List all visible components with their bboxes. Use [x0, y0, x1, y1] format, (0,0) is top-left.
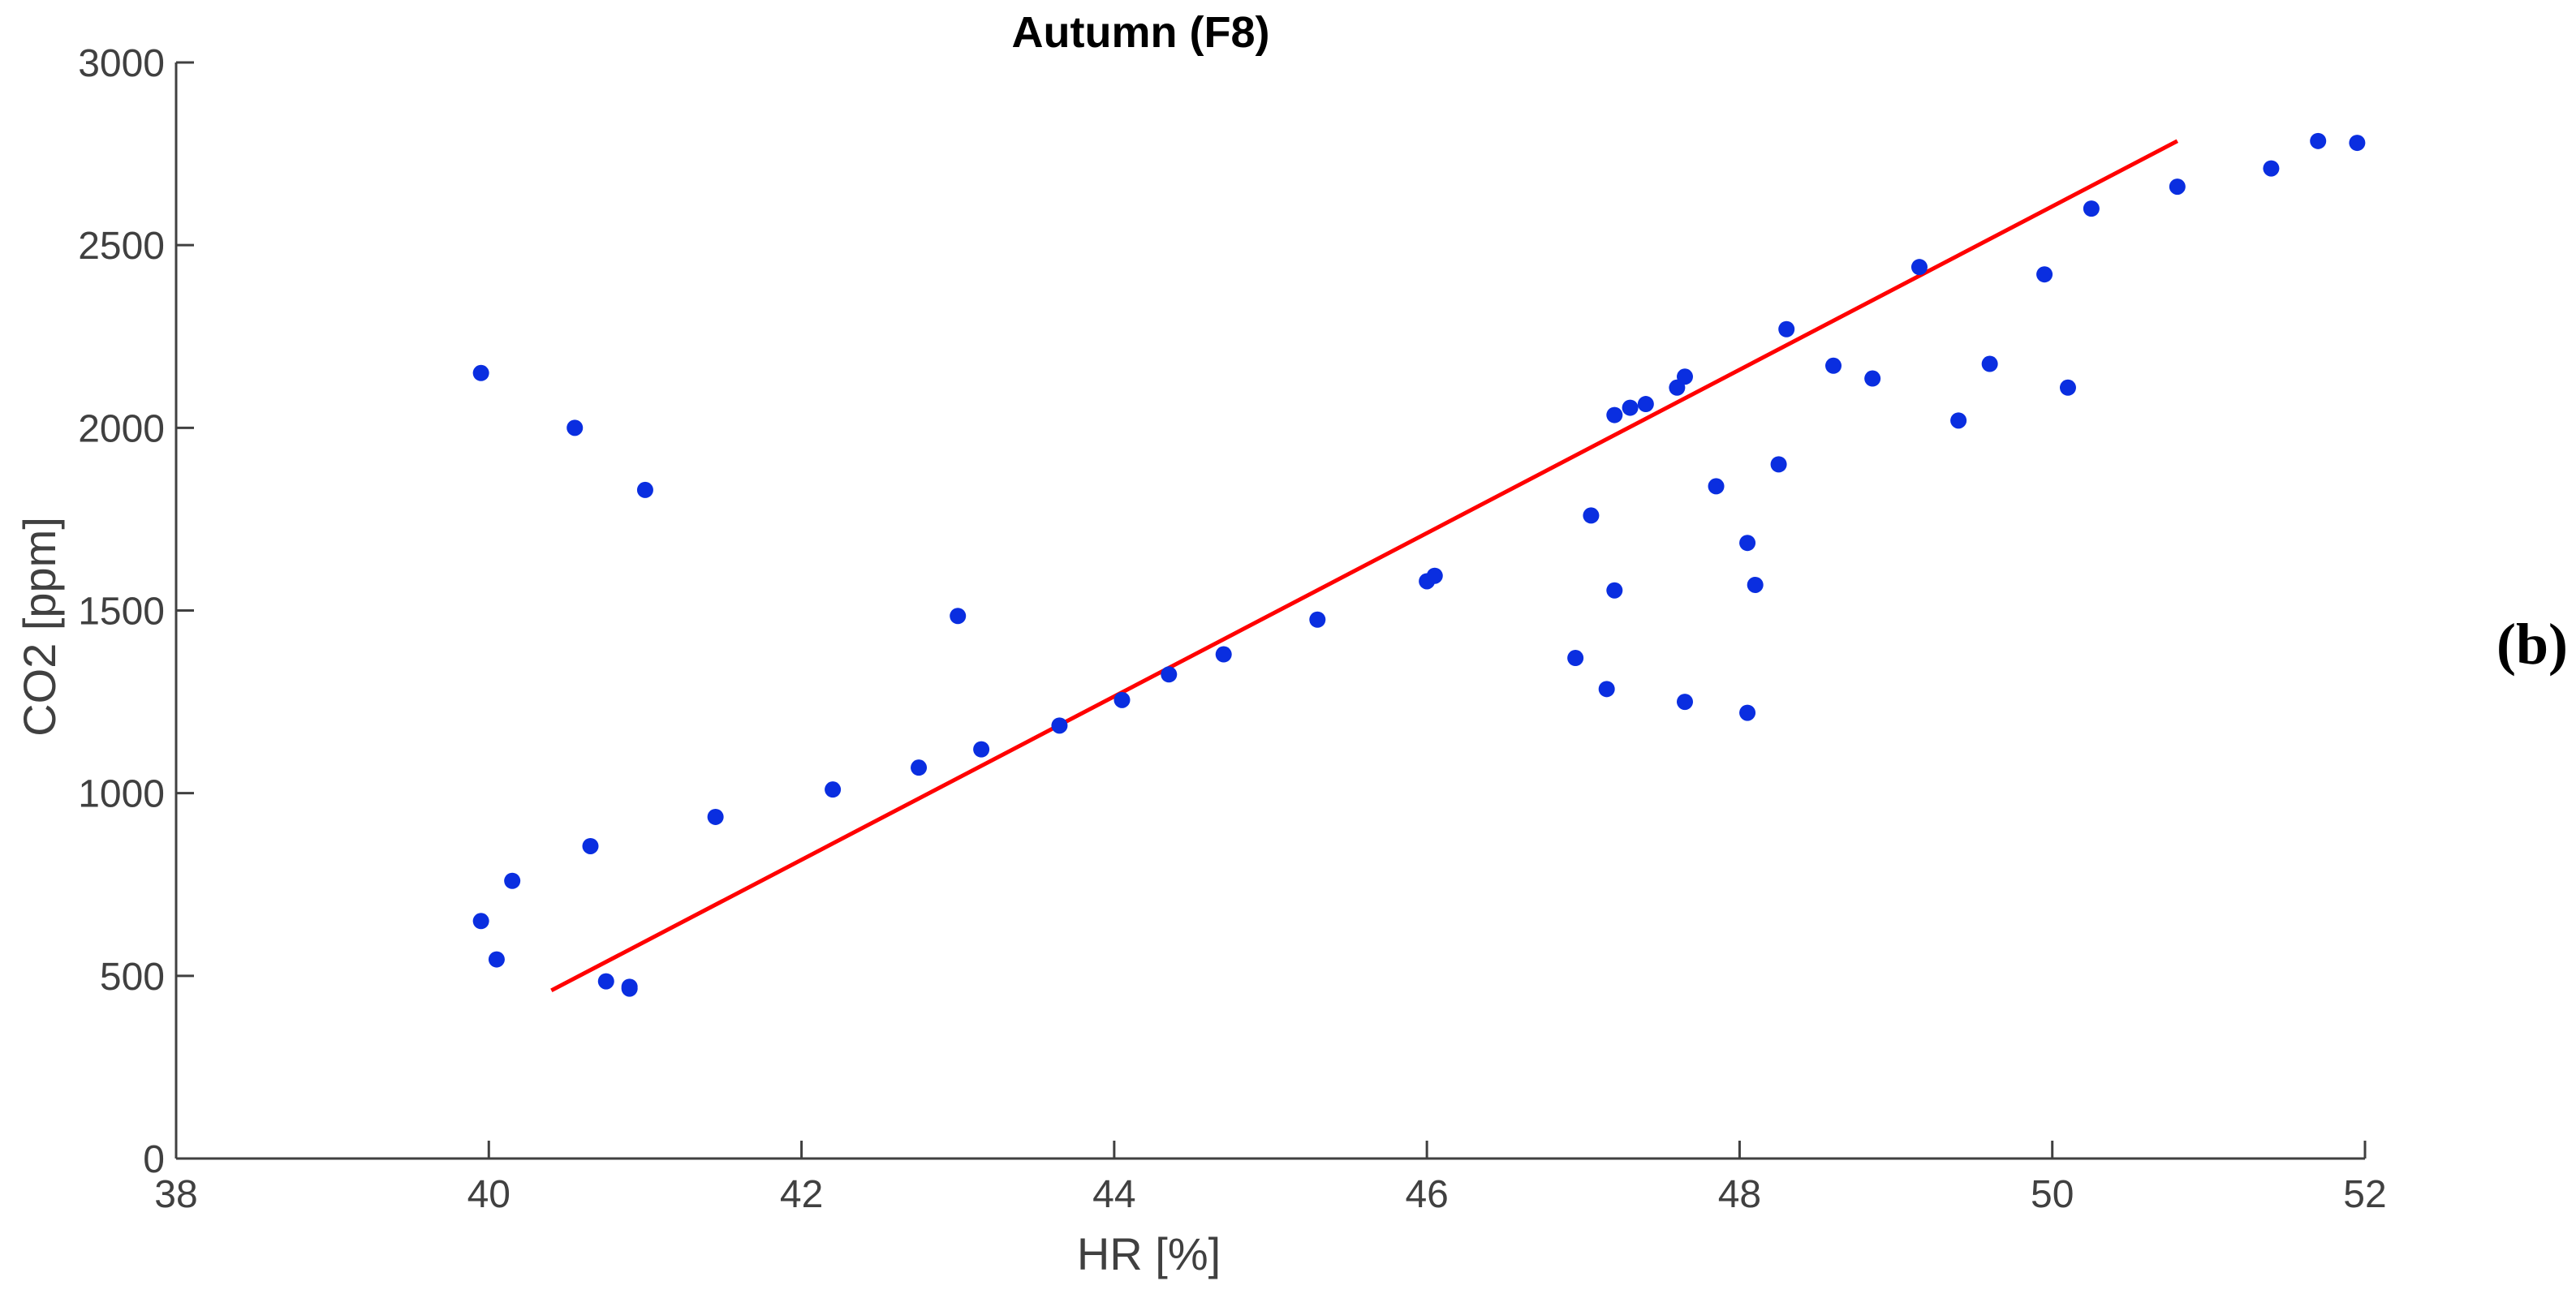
data-point [636, 481, 653, 498]
data-point [621, 978, 638, 995]
data-point [911, 759, 928, 776]
data-point [1708, 478, 1725, 495]
data-point [1950, 412, 1967, 429]
data-point [1864, 370, 1881, 387]
data-point [1770, 456, 1787, 473]
data-point [2263, 160, 2280, 177]
data-point [1583, 507, 1600, 524]
data-point [2059, 379, 2076, 396]
chart-title: Autumn (F8) [1012, 8, 1270, 57]
y-tick-label: 2500 [78, 225, 165, 268]
x-tick-label: 52 [2343, 1173, 2386, 1216]
data-point [1747, 576, 1764, 593]
data-point [472, 913, 489, 930]
data-point [1606, 406, 1623, 423]
y-tick-label: 2000 [78, 407, 165, 450]
data-point [1598, 681, 1615, 698]
data-point [2036, 266, 2053, 283]
data-point [1778, 320, 1795, 337]
data-point [2349, 135, 2366, 152]
data-point [1426, 567, 1443, 584]
x-tick-label: 38 [154, 1173, 197, 1216]
data-point [504, 872, 521, 889]
ticks: 38 40 42 44 46 48 50 52 0 500 1000 1500 2000 2500 3000 [78, 42, 2386, 1216]
y-axis-label: CO2 [ppm] [14, 517, 65, 737]
data-point [1051, 717, 1068, 734]
data-point [1677, 368, 1694, 385]
data-point [1825, 357, 1842, 374]
data-point [825, 781, 842, 798]
data-point [2310, 132, 2327, 149]
x-tick-label: 46 [1405, 1173, 1448, 1216]
data-point [1910, 259, 1928, 276]
data-point [472, 364, 489, 381]
x-tick-label: 44 [1092, 1173, 1135, 1216]
data-point [950, 608, 967, 625]
x-tick-label: 40 [467, 1173, 510, 1216]
x-tick-label: 42 [780, 1173, 823, 1216]
data-point [1739, 535, 1756, 552]
data-point [1981, 355, 1998, 372]
y-tick-label: 500 [100, 956, 165, 999]
data-point [2169, 178, 2186, 196]
data-point [1637, 396, 1654, 413]
x-tick-label: 48 [1718, 1173, 1761, 1216]
x-axis-label: HR [%] [1077, 1228, 1221, 1279]
data-point [1161, 666, 1178, 683]
data-point [1567, 650, 1584, 667]
x-tick-label: 50 [2031, 1173, 2074, 1216]
data-point [566, 419, 584, 436]
axes [174, 62, 2365, 1160]
y-tick-label: 1500 [78, 591, 165, 634]
data-point [1739, 704, 1756, 721]
data-point [1622, 399, 1639, 416]
data-point [2083, 200, 2100, 217]
data-point [1606, 582, 1623, 599]
y-tick-label: 1000 [78, 773, 165, 816]
data-point [973, 741, 990, 758]
data-point [1677, 694, 1694, 711]
data-point [488, 951, 505, 968]
data-point [582, 837, 599, 854]
data-point [707, 808, 724, 825]
fit-line [550, 139, 2178, 993]
data-point [1309, 611, 1326, 628]
panel-label: (b) [2496, 612, 2568, 677]
data-marks [472, 132, 2366, 997]
y-tick-label: 0 [143, 1138, 165, 1181]
y-tick-label: 3000 [78, 42, 165, 85]
data-point [1215, 646, 1232, 663]
data-point [597, 973, 614, 990]
data-point [1114, 691, 1131, 708]
